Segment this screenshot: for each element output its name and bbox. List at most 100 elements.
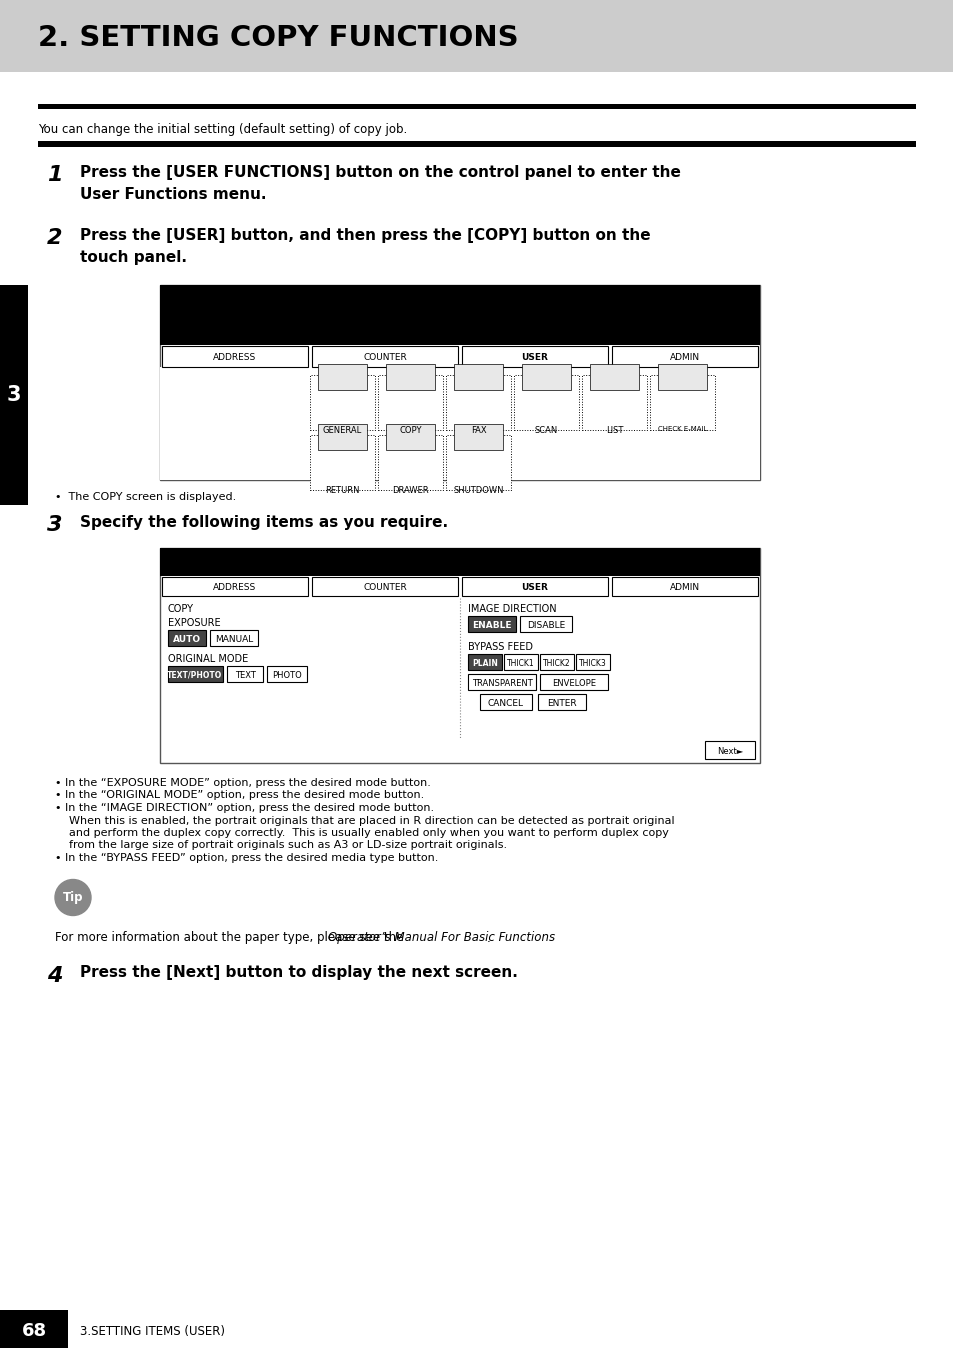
Bar [168,630,206,646]
Text: THICK2: THICK2 [542,659,570,667]
Text: SHUTDOWN: SHUTDOWN [453,487,503,495]
Text: EXPOSURE: EXPOSURE [168,617,220,628]
Bar [589,364,639,390]
Text: SCAN: SCAN [535,426,558,435]
Text: COUNTER: COUNTER [363,582,406,592]
Text: 3.SETTING ITEMS (USER): 3.SETTING ITEMS (USER) [80,1325,225,1337]
Bar [658,364,706,390]
Text: IMAGE DIRECTION: IMAGE DIRECTION [468,604,556,613]
Text: Next►: Next► [716,747,742,755]
Bar [468,674,536,690]
Bar [446,375,511,430]
Text: COPY: COPY [399,426,421,435]
Bar [317,425,367,450]
Text: When this is enabled, the portrait originals that are placed in R direction can : When this is enabled, the portrait origi… [55,816,674,825]
Text: AUTO: AUTO [172,635,201,643]
Text: LIST: LIST [605,426,622,435]
Text: PHOTO: PHOTO [272,670,301,679]
Bar [168,666,223,682]
Text: 2. SETTING COPY FUNCTIONS: 2. SETTING COPY FUNCTIONS [38,24,518,53]
Bar [160,549,760,763]
Text: • In the “EXPOSURE MODE” option, press the desired mode button.: • In the “EXPOSURE MODE” option, press t… [55,778,431,789]
Bar [267,666,307,682]
Bar [519,616,572,632]
Bar [454,364,502,390]
Bar [312,577,457,596]
Bar [162,346,308,367]
Bar [0,0,953,71]
Bar [210,630,257,646]
Bar [38,142,915,147]
Text: • In the “ORIGINAL MODE” option, press the desired mode button.: • In the “ORIGINAL MODE” option, press t… [55,790,424,801]
Bar [162,577,308,596]
Text: ENABLE: ENABLE [472,620,511,630]
Bar [521,364,571,390]
Bar [310,375,375,430]
Bar [377,375,442,430]
Text: For more information about the paper type, please see the: For more information about the paper typ… [55,931,407,945]
Text: 68: 68 [21,1322,47,1340]
Text: CANCEL: CANCEL [488,698,523,708]
Bar [317,364,367,390]
Bar [539,654,574,670]
Text: ENVELOPE: ENVELOPE [552,678,596,687]
Bar [612,577,758,596]
Text: 2: 2 [48,228,63,248]
Text: Specify the following items as you require.: Specify the following items as you requi… [80,515,448,530]
Bar [386,425,435,450]
Text: ADMIN: ADMIN [669,352,700,361]
Text: THICK1: THICK1 [507,659,535,667]
Text: PLAIN: PLAIN [472,659,497,667]
Bar [649,375,714,430]
Text: from the large size of portrait originals such as A3 or LD-size portrait origina: from the large size of portrait original… [55,841,507,851]
Text: USER: USER [521,582,548,592]
Text: Press the [USER FUNCTIONS] button on the control panel to enter the: Press the [USER FUNCTIONS] button on the… [80,164,680,181]
Bar [227,666,263,682]
Text: BYPASS FEED: BYPASS FEED [468,642,533,652]
Bar [514,375,578,430]
Bar [160,284,760,345]
Text: Press the [USER] button, and then press the [COPY] button on the: Press the [USER] button, and then press … [80,228,650,243]
Text: FAX: FAX [470,426,486,435]
Bar [160,367,760,480]
Text: COPY: COPY [168,604,193,613]
Text: • In the “BYPASS FEED” option, press the desired media type button.: • In the “BYPASS FEED” option, press the… [55,853,438,863]
Text: 1: 1 [48,164,63,185]
Text: THICK3: THICK3 [578,659,606,667]
Text: •  The COPY screen is displayed.: • The COPY screen is displayed. [55,492,236,501]
Text: and perform the duplex copy correctly.  This is usually enabled only when you wa: and perform the duplex copy correctly. T… [55,828,668,838]
Text: DRAWER: DRAWER [392,487,428,495]
Bar [0,1310,68,1348]
Bar [377,435,442,491]
Text: 3: 3 [48,515,63,535]
Bar [468,654,501,670]
Bar [310,435,375,491]
Bar [612,346,758,367]
Text: .: . [486,931,490,945]
Text: DISABLE: DISABLE [526,620,564,630]
Text: TEXT: TEXT [234,670,255,679]
Bar [461,577,607,596]
Text: You can change the initial setting (default setting) of copy job.: You can change the initial setting (defa… [38,123,407,136]
Bar [539,674,607,690]
Bar [581,375,646,430]
Bar [160,284,760,480]
Bar [160,549,760,576]
Text: USER: USER [521,352,548,361]
Bar [461,346,607,367]
Bar [312,346,457,367]
Text: COUNTER: COUNTER [363,352,406,361]
Bar [503,654,537,670]
Text: Operator’s Manual For Basic Functions: Operator’s Manual For Basic Functions [327,931,554,945]
Bar [446,435,511,491]
Text: GENERAL: GENERAL [322,426,362,435]
Circle shape [55,879,91,915]
Text: ENTER: ENTER [547,698,577,708]
Text: ORIGINAL MODE: ORIGINAL MODE [168,654,248,665]
Text: CHECK E-MAIL: CHECK E-MAIL [658,426,706,431]
Text: ADMIN: ADMIN [669,582,700,592]
Text: Press the [Next] button to display the next screen.: Press the [Next] button to display the n… [80,965,517,980]
Bar [704,741,754,759]
Text: ADDRESS: ADDRESS [213,352,256,361]
Bar [0,284,28,506]
